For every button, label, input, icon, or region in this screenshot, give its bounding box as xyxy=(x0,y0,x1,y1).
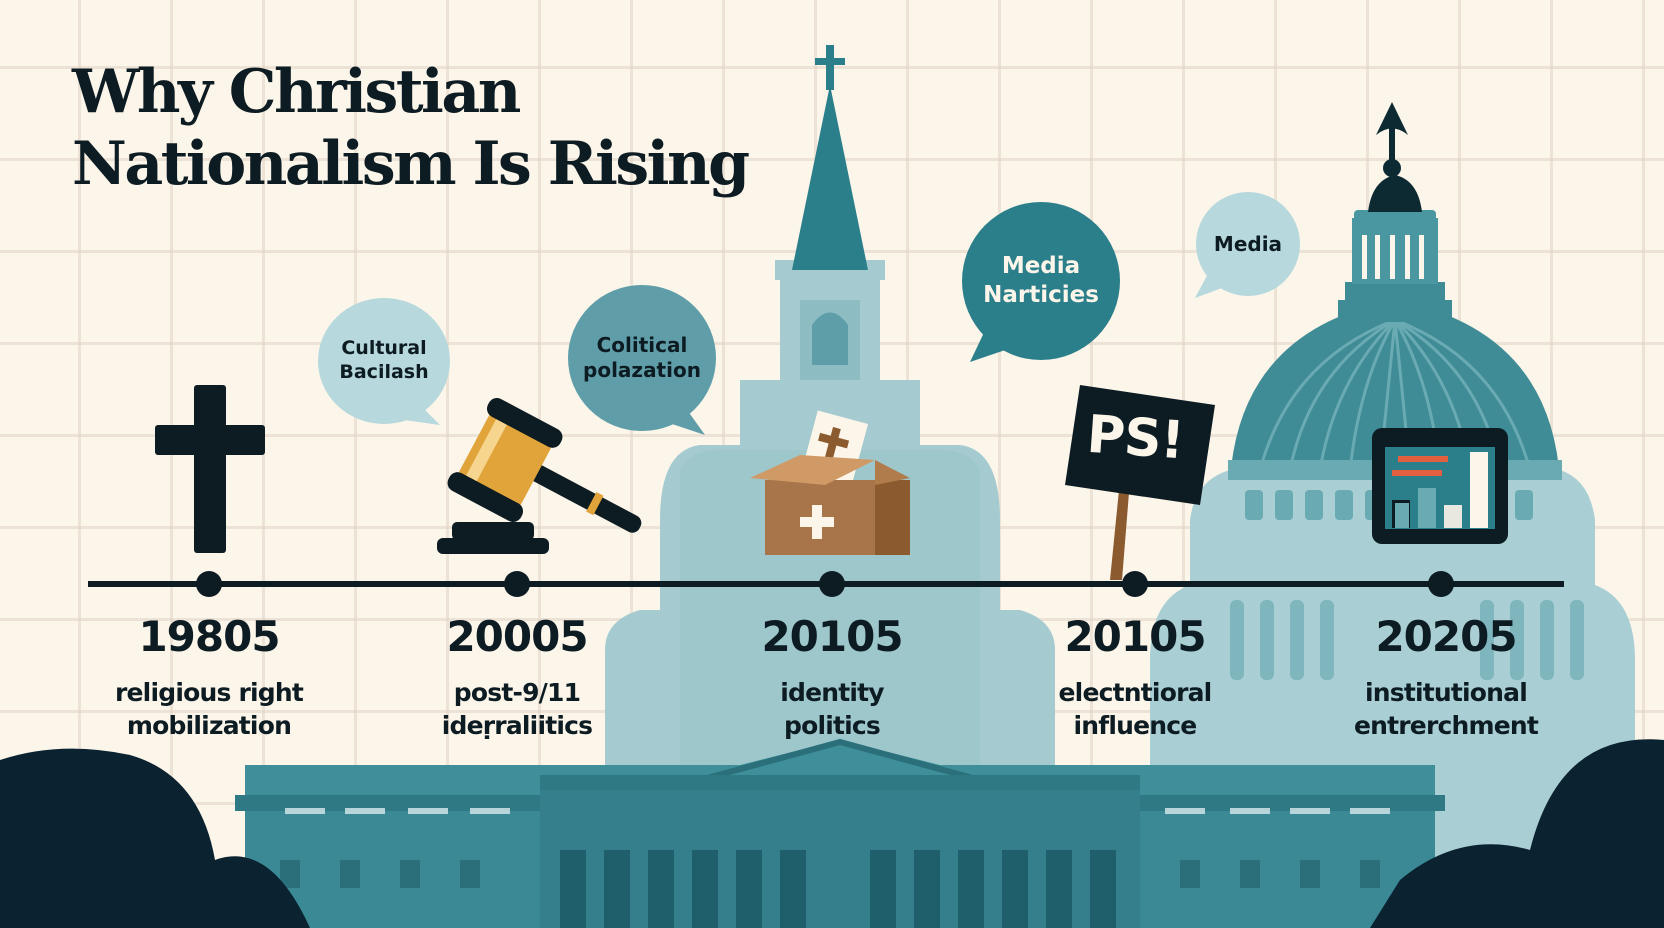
timeline-year: 20105 xyxy=(761,612,903,661)
description-line: electntioral xyxy=(1058,678,1213,707)
timeline-description: religious right mobilization xyxy=(79,676,339,742)
description-line: mobilization xyxy=(126,711,292,740)
timeline-description: institutional entrerchment xyxy=(1316,676,1576,742)
title-line-2: Nationalism Is Rising xyxy=(72,129,750,199)
bubble-media-narratives: Media Narticies xyxy=(962,202,1120,360)
bubble-text: Media xyxy=(1213,231,1283,256)
foreground-shrub-left xyxy=(0,748,310,928)
timeline-description: identity politics xyxy=(702,676,962,742)
description-line: politics xyxy=(783,711,881,740)
description-line: entrerchment xyxy=(1353,711,1539,740)
bubble-cultural-backlash: Cultural Bacilash xyxy=(318,298,450,424)
timeline-description: post-9/11 ideṛraliitics xyxy=(387,676,647,742)
description-line: post-9/11 xyxy=(453,678,581,707)
description-line: influence xyxy=(1073,711,1198,740)
timeline-year: 20205 xyxy=(1375,612,1517,661)
timeline-axis xyxy=(88,571,1564,597)
ballot-box-icon xyxy=(750,410,910,555)
bubble-text: Narticies xyxy=(983,282,1099,308)
protest-sign-icon xyxy=(1065,385,1215,580)
description-line: ideṛraliitics xyxy=(441,711,593,740)
description-line: identity xyxy=(780,678,884,707)
bubble-text: Bacilash xyxy=(339,361,429,383)
title-line-1: Why Christian xyxy=(72,57,521,127)
description-line: religious right xyxy=(115,678,304,707)
capitol-building-illustration xyxy=(235,738,1445,928)
timeline-year: 20105 xyxy=(1064,612,1206,661)
cross-icon xyxy=(155,385,265,553)
timeline-year: 19805 xyxy=(138,612,280,661)
timeline-description: electntioral influence xyxy=(1005,676,1265,742)
gavel-icon xyxy=(437,398,642,554)
chart-screen-icon xyxy=(1372,428,1508,544)
bubble-text: Media xyxy=(1001,253,1081,280)
protest-sign-text: PS! xyxy=(1085,404,1186,472)
bubble-media: Media xyxy=(1196,192,1300,296)
timeline-year: 20005 xyxy=(446,612,588,661)
description-line: institutional xyxy=(1364,678,1528,707)
page-title: Why Christian Nationalism Is Rising xyxy=(72,56,750,200)
bubble-tail xyxy=(1195,270,1230,298)
bubble-text: Cultural xyxy=(341,337,427,360)
bubble-political-polarization: Colitical polazation xyxy=(568,285,716,431)
foreground-shrub-right xyxy=(1370,739,1664,928)
bubble-text: polazation xyxy=(583,358,701,382)
bubble-text: Colitical xyxy=(596,333,688,357)
